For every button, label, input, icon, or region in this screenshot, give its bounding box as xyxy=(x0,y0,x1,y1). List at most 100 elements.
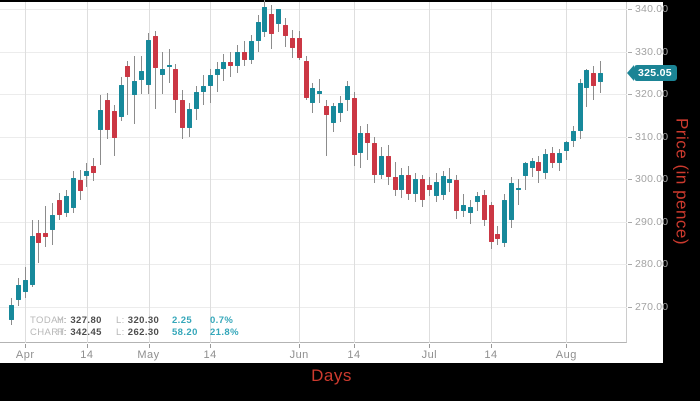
y-axis-tick xyxy=(628,94,632,95)
candlestick[interactable] xyxy=(214,68,220,75)
candlestick[interactable] xyxy=(22,279,28,292)
candlestick[interactable] xyxy=(70,178,76,208)
candlestick[interactable] xyxy=(337,102,343,114)
legend-today-change: 2.25 xyxy=(172,315,193,326)
x-axis-tick xyxy=(86,344,88,348)
candlestick[interactable] xyxy=(29,236,35,285)
candlestick[interactable] xyxy=(111,111,117,139)
candlestick[interactable] xyxy=(63,196,69,213)
candlestick[interactable] xyxy=(365,133,371,143)
candlestick[interactable] xyxy=(591,73,597,87)
y-gridline xyxy=(0,51,627,53)
y-axis-label: 280.00 xyxy=(635,258,669,270)
candlestick[interactable] xyxy=(118,84,124,117)
candlestick[interactable] xyxy=(228,62,234,67)
candlestick[interactable] xyxy=(330,106,336,123)
candlestick[interactable] xyxy=(180,100,186,128)
candlestick[interactable] xyxy=(221,62,227,69)
candle-wick xyxy=(100,94,102,165)
candlestick[interactable] xyxy=(378,155,384,175)
candlestick[interactable] xyxy=(132,81,138,95)
candlestick[interactable] xyxy=(454,179,460,212)
candlestick[interactable] xyxy=(461,204,467,211)
candlestick[interactable] xyxy=(91,166,97,174)
candlestick[interactable] xyxy=(98,109,104,130)
candlestick[interactable] xyxy=(146,39,151,85)
candlestick[interactable] xyxy=(598,72,604,83)
candlestick[interactable] xyxy=(269,13,275,34)
candlestick[interactable] xyxy=(522,162,528,177)
candlestick[interactable] xyxy=(173,68,179,101)
candlestick[interactable] xyxy=(283,24,288,37)
legend-row-chart: CHART: H: 342.45 L: 262.30 58.20 21.8% xyxy=(30,327,252,339)
plot-area[interactable] xyxy=(0,0,627,343)
candlestick[interactable] xyxy=(488,204,494,242)
candlestick[interactable] xyxy=(248,40,254,60)
candlestick[interactable] xyxy=(15,284,21,300)
y-axis-label: 270.00 xyxy=(635,300,669,313)
candlestick[interactable] xyxy=(139,71,145,80)
candlestick[interactable] xyxy=(509,183,515,220)
candlestick[interactable] xyxy=(426,185,432,191)
candlestick[interactable] xyxy=(200,85,206,92)
candlestick[interactable] xyxy=(495,234,501,239)
candlestick[interactable] xyxy=(344,86,350,101)
candlestick[interactable] xyxy=(557,152,562,163)
candlestick[interactable] xyxy=(56,199,62,215)
candlestick[interactable] xyxy=(399,174,405,190)
candlestick[interactable] xyxy=(502,199,508,244)
y-axis-tick xyxy=(628,221,632,223)
candlestick[interactable] xyxy=(474,196,480,203)
candlestick[interactable] xyxy=(50,214,56,230)
candlestick[interactable] xyxy=(241,51,247,60)
candlestick[interactable] xyxy=(310,88,316,103)
candlestick[interactable] xyxy=(481,194,487,220)
candlestick[interactable] xyxy=(550,153,556,163)
candlestick[interactable] xyxy=(563,142,569,151)
candlestick[interactable] xyxy=(577,82,583,132)
candlestick[interactable] xyxy=(77,179,83,192)
candlestick[interactable] xyxy=(317,91,323,94)
candlestick[interactable] xyxy=(392,176,398,190)
candlestick[interactable] xyxy=(152,36,158,69)
candlestick[interactable] xyxy=(262,6,268,33)
candlestick[interactable] xyxy=(9,304,14,320)
candlestick[interactable] xyxy=(420,179,425,201)
candlestick[interactable] xyxy=(515,188,521,191)
candlestick[interactable] xyxy=(406,174,412,194)
candlestick[interactable] xyxy=(372,142,378,175)
candlestick[interactable] xyxy=(289,37,295,49)
candlestick[interactable] xyxy=(296,37,302,58)
candlestick[interactable] xyxy=(84,171,90,177)
candlestick[interactable] xyxy=(358,133,364,154)
candlestick[interactable] xyxy=(166,65,172,68)
candlestick[interactable] xyxy=(324,106,330,115)
candlestick[interactable] xyxy=(276,9,282,24)
candlestick[interactable] xyxy=(187,108,193,128)
candlestick[interactable] xyxy=(570,130,576,141)
candlestick[interactable] xyxy=(193,91,199,109)
y-axis-label: 290.00 xyxy=(635,215,669,228)
candlestick[interactable] xyxy=(235,51,241,67)
candlestick[interactable] xyxy=(447,179,453,184)
candlestick[interactable] xyxy=(536,162,542,171)
candlestick[interactable] xyxy=(104,99,110,130)
legend-today-high: H: 327.80 xyxy=(57,315,102,326)
candlestick[interactable] xyxy=(36,232,42,244)
candlestick[interactable] xyxy=(413,179,419,194)
candlestick[interactable] xyxy=(584,69,590,89)
candlestick[interactable] xyxy=(351,97,357,155)
candlestick[interactable] xyxy=(467,206,473,213)
candlestick[interactable] xyxy=(303,61,309,98)
candlestick[interactable] xyxy=(433,181,439,196)
candlestick[interactable] xyxy=(529,161,535,169)
candlestick[interactable] xyxy=(440,176,446,195)
candlestick[interactable] xyxy=(207,74,213,86)
candlestick[interactable] xyxy=(159,69,165,75)
candlestick[interactable] xyxy=(125,66,131,77)
candlestick[interactable] xyxy=(43,232,49,238)
candlestick[interactable] xyxy=(543,153,549,173)
candlestick[interactable] xyxy=(385,155,391,177)
x-axis-tick-label: Jul xyxy=(421,349,438,361)
candlestick[interactable] xyxy=(255,21,261,41)
